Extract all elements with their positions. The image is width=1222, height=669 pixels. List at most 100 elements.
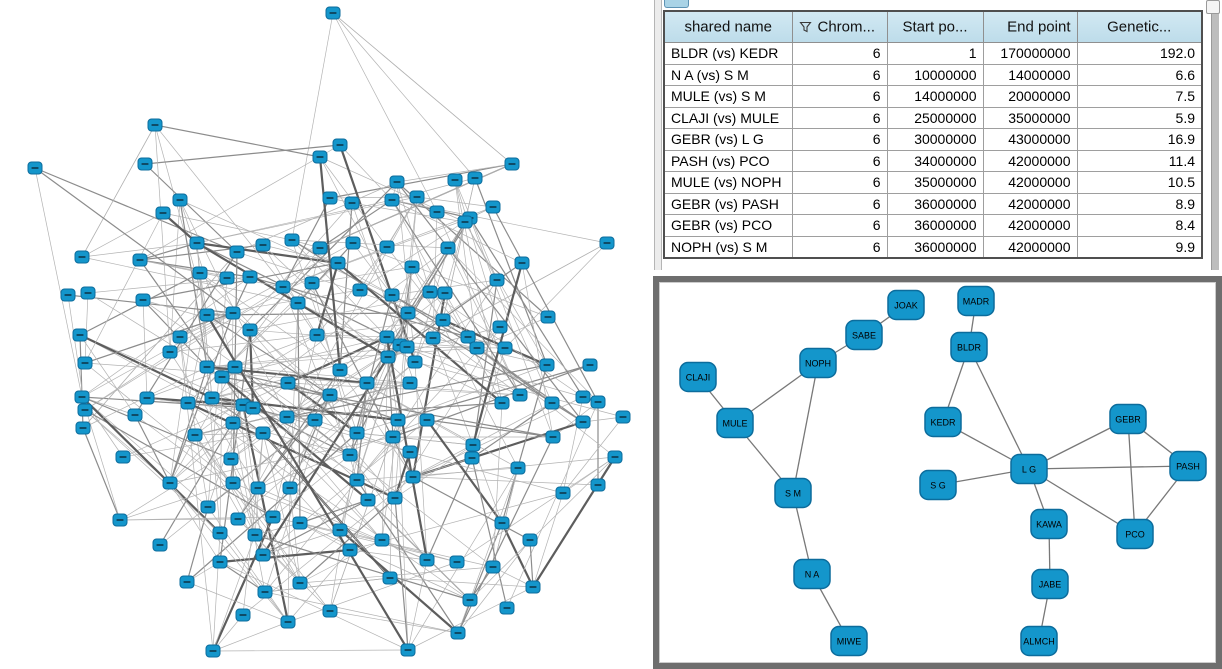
attribute-table[interactable]: shared name Chrom... Start po... End point G… — [663, 10, 1203, 259]
network-edge[interactable] — [87, 292, 288, 418]
network-edge[interactable] — [119, 518, 239, 521]
network-edge[interactable] — [84, 312, 234, 411]
network-edge[interactable] — [501, 522, 534, 588]
network-edge[interactable] — [248, 329, 255, 409]
network-edge[interactable] — [457, 522, 503, 634]
network-edge[interactable] — [169, 382, 289, 484]
vertical-splitter[interactable] — [654, 0, 662, 270]
network-edge[interactable] — [389, 436, 394, 579]
network-edge[interactable] — [329, 419, 399, 612]
network-node[interactable] — [1030, 508, 1068, 540]
network-edge[interactable] — [81, 396, 209, 508]
network-edge[interactable] — [262, 419, 428, 556]
network-edge[interactable] — [194, 434, 301, 584]
network-node[interactable] — [1020, 625, 1058, 657]
network-edge[interactable] — [299, 497, 396, 584]
network-edge[interactable] — [412, 396, 584, 478]
network-edge[interactable] — [332, 12, 476, 179]
scrollbar-button[interactable] — [1206, 0, 1220, 14]
network-edge[interactable] — [391, 199, 608, 244]
network-edge[interactable] — [339, 344, 401, 531]
network-edge[interactable] — [262, 244, 339, 264]
network-node[interactable] — [887, 289, 925, 321]
network-node[interactable] — [1010, 453, 1048, 485]
network-edge[interactable] — [212, 621, 289, 652]
table-row[interactable]: N A (vs) S M 6 10000000 14000000 6.6 — [663, 63, 1203, 86]
network-edge[interactable] — [219, 532, 289, 623]
network-edge[interactable] — [291, 239, 584, 423]
network-edge[interactable] — [84, 212, 164, 364]
network-edge[interactable] — [196, 242, 388, 338]
network-edge[interactable] — [291, 12, 334, 241]
network-edge[interactable] — [81, 396, 121, 521]
table-row[interactable]: GEBR (vs) L G 6 30000000 43000000 16.9 — [663, 128, 1203, 151]
network-edge[interactable] — [144, 144, 341, 165]
network-edge[interactable] — [169, 351, 259, 489]
network-edge[interactable] — [219, 561, 266, 593]
network-edge[interactable] — [492, 206, 599, 403]
network-edge[interactable] — [315, 262, 340, 336]
network-edge[interactable] — [242, 432, 264, 616]
network-edge[interactable] — [359, 217, 471, 291]
network-edge[interactable] — [389, 577, 534, 588]
network-edge[interactable] — [207, 506, 289, 623]
network-edge[interactable] — [81, 242, 198, 258]
network-edge[interactable] — [234, 366, 383, 541]
network-edge[interactable] — [454, 179, 501, 328]
network-edge[interactable] — [356, 432, 474, 446]
network-edge[interactable] — [286, 416, 358, 481]
network-edge[interactable] — [196, 199, 393, 244]
network-edge[interactable] — [34, 167, 83, 398]
network-edge[interactable] — [397, 364, 548, 421]
network-edge[interactable] — [212, 649, 409, 652]
network-edge[interactable] — [339, 144, 393, 201]
network-edge[interactable] — [399, 344, 521, 396]
network-edge[interactable] — [272, 454, 351, 518]
network-edge[interactable] — [221, 247, 321, 378]
network-edge[interactable] — [196, 242, 221, 534]
network-edge[interactable] — [469, 456, 616, 601]
network-edge[interactable] — [186, 581, 289, 623]
network-edge[interactable] — [356, 266, 413, 434]
network-edge[interactable] — [532, 492, 564, 588]
network-edge[interactable] — [391, 199, 523, 264]
network-edge[interactable] — [219, 561, 409, 651]
network-edge[interactable] — [221, 376, 554, 438]
network-edge[interactable] — [454, 179, 478, 349]
network-edge[interactable] — [414, 292, 446, 363]
network-node[interactable] — [1169, 450, 1207, 482]
network-edge[interactable] — [562, 456, 616, 494]
network-edge[interactable] — [287, 382, 521, 396]
network-edge[interactable] — [412, 476, 531, 541]
network-edge[interactable] — [262, 529, 341, 556]
network-node[interactable] — [799, 347, 837, 379]
network-edge[interactable] — [339, 529, 458, 563]
table-row[interactable]: MULE (vs) S M 6 14000000 20000000 7.5 — [663, 85, 1203, 108]
table-row[interactable]: CLAJI (vs) MULE 6 25000000 35000000 5.9 — [663, 106, 1203, 129]
network-edge[interactable] — [356, 312, 409, 434]
network-edge[interactable] — [154, 124, 171, 353]
network-edge[interactable] — [187, 402, 471, 601]
network-edge[interactable] — [211, 334, 318, 399]
network-node[interactable] — [774, 477, 812, 509]
network-edge[interactable] — [81, 276, 251, 398]
network-edge[interactable] — [464, 221, 548, 366]
network-edge[interactable] — [249, 329, 396, 499]
network-edge[interactable] — [454, 179, 498, 281]
network-edge[interactable] — [287, 336, 388, 384]
network-edge[interactable] — [289, 487, 301, 584]
network-edge[interactable] — [501, 364, 548, 524]
network-edge[interactable] — [249, 292, 446, 331]
network-edge[interactable] — [562, 416, 624, 494]
network-edge[interactable] — [169, 436, 394, 484]
network-edge[interactable] — [329, 394, 358, 481]
network-edge[interactable] — [412, 457, 473, 478]
network-edge[interactable] — [352, 242, 549, 318]
network-edge[interactable] — [230, 458, 256, 536]
network-edge[interactable] — [139, 242, 198, 261]
network-edge[interactable] — [1028, 468, 1136, 535]
network-edge[interactable] — [339, 202, 353, 371]
module-network-canvas[interactable]: JOAK MADR SABE BLDR NOPH CLAJI MULE KEDR GEBR L G… — [660, 283, 1215, 662]
network-edge[interactable] — [254, 534, 471, 601]
network-edge[interactable] — [504, 242, 608, 349]
